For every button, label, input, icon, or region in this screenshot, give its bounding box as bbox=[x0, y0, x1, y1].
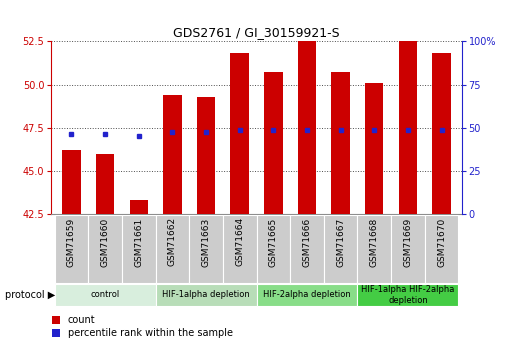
FancyBboxPatch shape bbox=[324, 215, 358, 283]
Bar bbox=[96, 154, 114, 214]
Text: GSM71668: GSM71668 bbox=[370, 217, 379, 267]
Text: GSM71667: GSM71667 bbox=[336, 217, 345, 267]
FancyBboxPatch shape bbox=[122, 215, 155, 283]
Text: GSM71661: GSM71661 bbox=[134, 217, 143, 267]
Title: GDS2761 / GI_30159921-S: GDS2761 / GI_30159921-S bbox=[173, 26, 340, 39]
FancyBboxPatch shape bbox=[155, 284, 256, 306]
Bar bbox=[230, 53, 249, 214]
Bar bbox=[264, 72, 283, 214]
Text: HIF-2alpha depletion: HIF-2alpha depletion bbox=[263, 290, 351, 299]
Text: HIF-1alpha depletion: HIF-1alpha depletion bbox=[162, 290, 250, 299]
Text: HIF-1alpha HIF-2alpha
depletion: HIF-1alpha HIF-2alpha depletion bbox=[361, 285, 455, 305]
FancyBboxPatch shape bbox=[358, 215, 391, 283]
FancyBboxPatch shape bbox=[88, 215, 122, 283]
Text: GSM71669: GSM71669 bbox=[403, 217, 412, 267]
FancyBboxPatch shape bbox=[425, 215, 458, 283]
Text: GSM71666: GSM71666 bbox=[303, 217, 311, 267]
Text: control: control bbox=[90, 290, 120, 299]
Text: GSM71670: GSM71670 bbox=[437, 217, 446, 267]
Bar bbox=[331, 72, 350, 214]
Text: GSM71659: GSM71659 bbox=[67, 217, 76, 267]
FancyBboxPatch shape bbox=[55, 215, 88, 283]
Text: GSM71662: GSM71662 bbox=[168, 217, 177, 266]
FancyBboxPatch shape bbox=[256, 215, 290, 283]
Bar bbox=[129, 200, 148, 214]
Bar bbox=[298, 41, 316, 214]
FancyBboxPatch shape bbox=[256, 284, 358, 306]
Legend: count, percentile rank within the sample: count, percentile rank within the sample bbox=[52, 315, 233, 338]
Bar bbox=[365, 83, 384, 214]
FancyBboxPatch shape bbox=[358, 284, 458, 306]
FancyBboxPatch shape bbox=[223, 215, 256, 283]
FancyBboxPatch shape bbox=[391, 215, 425, 283]
Bar bbox=[432, 53, 451, 214]
FancyBboxPatch shape bbox=[189, 215, 223, 283]
Text: GSM71663: GSM71663 bbox=[202, 217, 210, 267]
Text: GSM71665: GSM71665 bbox=[269, 217, 278, 267]
Text: protocol ▶: protocol ▶ bbox=[5, 290, 55, 300]
FancyBboxPatch shape bbox=[55, 284, 155, 306]
Text: GSM71664: GSM71664 bbox=[235, 217, 244, 266]
Bar bbox=[399, 41, 417, 214]
Text: GSM71660: GSM71660 bbox=[101, 217, 110, 267]
FancyBboxPatch shape bbox=[290, 215, 324, 283]
Bar bbox=[197, 97, 215, 214]
Bar bbox=[62, 150, 81, 214]
FancyBboxPatch shape bbox=[155, 215, 189, 283]
Bar bbox=[163, 95, 182, 214]
